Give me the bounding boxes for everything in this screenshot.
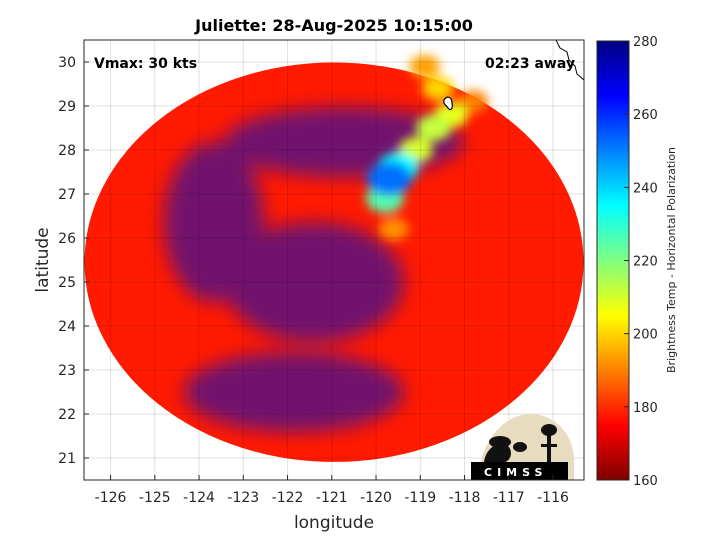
feature-point: [378, 217, 409, 241]
feature-point: [416, 114, 452, 142]
x-tick-label: -124: [183, 490, 215, 506]
x-tick-label: -120: [360, 490, 392, 506]
y-tick-label: 24: [58, 319, 76, 335]
swath-layer: [84, 54, 584, 463]
x-tick-label: -122: [272, 490, 304, 506]
island-outline: [443, 96, 453, 111]
x-tick-label: -123: [227, 490, 259, 506]
axes-frame: [83, 39, 585, 481]
x-axis: -126 -125 -124 -123 -122 -121 -120 -119 -118 -117…: [95, 475, 569, 506]
y-tick-label: 21: [58, 451, 76, 467]
x-tick-label: -126: [95, 490, 127, 506]
chart-title: Juliette: 28-Aug-2025 10:15:00: [194, 16, 473, 35]
x-axis-label: longitude: [294, 513, 374, 533]
time-away-annotation: 02:23 away: [485, 56, 575, 72]
y-tick-label: 25: [58, 275, 76, 291]
convection-features: [365, 54, 489, 241]
colorbar-tick-label: 280: [633, 35, 658, 50]
coastline: [555, 39, 585, 81]
colorbar-ticks: 160 180 200 220 240 260 280: [624, 35, 658, 489]
colorbar-tick-label: 240: [633, 181, 658, 196]
y-tick-label: 26: [58, 231, 76, 247]
y-axis: 21 22 23 24 25 26 27 28 29 30: [58, 55, 89, 467]
vmax-annotation: Vmax: 30 kts: [94, 56, 197, 72]
y-tick-label: 30: [58, 55, 76, 71]
swath-texture-patch: [184, 352, 404, 433]
swath-texture-patch: [164, 142, 264, 303]
swath-edge: [84, 61, 584, 463]
logo-text: CIMSS: [484, 466, 547, 479]
feature-point: [366, 161, 412, 196]
y-axis-label: latitude: [33, 227, 53, 292]
y-tick-label: 22: [58, 407, 76, 423]
colorbar-tick-label: 220: [633, 255, 658, 270]
cimss-logo: CIMSS: [471, 414, 574, 480]
y-tick-label: 27: [58, 187, 76, 203]
y-tick-label: 23: [58, 363, 76, 379]
colorbar-tick-label: 200: [633, 328, 658, 343]
x-tick-label: -117: [493, 490, 525, 506]
y-tick-label: 29: [58, 99, 76, 115]
feature-point: [458, 90, 489, 113]
colorbar-tick-label: 180: [633, 401, 658, 416]
grid: [84, 40, 584, 480]
feature-point: [409, 54, 440, 78]
x-tick-label: -119: [404, 490, 436, 506]
y-tick-label: 28: [58, 143, 76, 159]
feature-point: [421, 76, 454, 101]
colorbar: [596, 40, 630, 481]
colorbar-label: Brightness Temp - Horizontal Polarizatio…: [665, 147, 678, 373]
x-tick-label: -121: [316, 490, 348, 506]
x-tick-label: -125: [139, 490, 171, 506]
colorbar-tick-label: 260: [633, 108, 658, 123]
x-tick-label: -116: [537, 490, 569, 506]
swath-texture-patch: [224, 222, 404, 343]
x-tick-label: -118: [449, 490, 481, 506]
colorbar-tick-label: 160: [633, 474, 658, 489]
